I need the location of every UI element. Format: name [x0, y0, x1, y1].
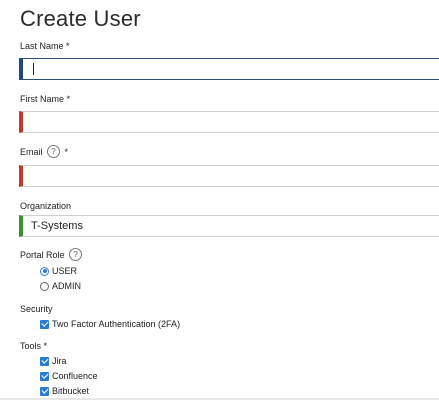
first-name-input[interactable]: [19, 111, 439, 133]
tool-option-confluence-label: Confluence: [52, 371, 98, 381]
page-title: Create User: [20, 6, 141, 31]
portal-role-label: Portal Role: [20, 249, 65, 260]
last-name-input[interactable]: [19, 58, 439, 80]
checkbox-checked-icon[interactable]: [40, 356, 49, 366]
role-option-user-label: USER: [52, 266, 78, 276]
portal-role-label-row: Portal Role ?: [20, 248, 84, 262]
security-option-2fa[interactable]: Two Factor Authentication (2FA): [40, 318, 180, 330]
radio-unselected-icon[interactable]: [40, 281, 49, 291]
security-label: Security: [20, 304, 53, 314]
organization-label: Organization: [20, 201, 72, 211]
organization-input[interactable]: [19, 215, 439, 237]
tool-option-bitbucket[interactable]: Bitbucket: [40, 385, 89, 397]
tools-label: Tools *: [20, 341, 48, 351]
last-name-label: Last Name *: [20, 41, 70, 51]
role-option-admin-label: ADMIN: [52, 281, 81, 291]
bottom-divider: [0, 398, 439, 400]
text-caret: [33, 63, 34, 75]
portal-role-help-icon[interactable]: ?: [69, 248, 83, 261]
email-label: Email: [20, 146, 43, 157]
email-label-row: Email ? *: [20, 145, 69, 159]
tool-option-jira-label: Jira: [52, 356, 67, 366]
tool-option-confluence[interactable]: Confluence: [40, 370, 98, 382]
email-required-marker: *: [64, 146, 69, 157]
checkbox-checked-icon[interactable]: [40, 319, 49, 329]
checkbox-checked-icon[interactable]: [40, 386, 49, 396]
tool-option-bitbucket-label: Bitbucket: [52, 386, 90, 396]
first-name-label: First Name *: [20, 94, 71, 104]
radio-selected-icon[interactable]: [40, 266, 49, 276]
security-option-2fa-label: Two Factor Authentication (2FA): [52, 319, 181, 329]
email-help-icon[interactable]: ?: [47, 145, 61, 158]
checkbox-checked-icon[interactable]: [40, 371, 49, 381]
tool-option-jira[interactable]: Jira: [40, 355, 67, 367]
role-option-user[interactable]: USER: [40, 265, 77, 277]
role-option-admin[interactable]: ADMIN: [40, 280, 81, 292]
email-input[interactable]: [19, 165, 439, 187]
